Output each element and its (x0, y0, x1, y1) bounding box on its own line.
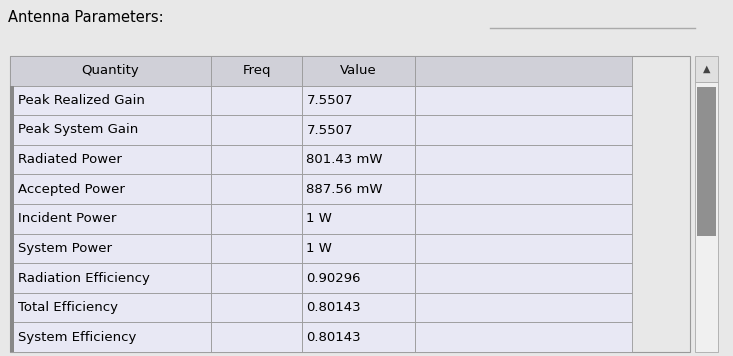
Bar (415, 323, 632, 352)
Bar (10, 234, 210, 263)
Text: 0.90296: 0.90296 (306, 272, 361, 284)
Text: Incident Power: Incident Power (18, 212, 117, 225)
Bar (303, 234, 415, 263)
Bar (10, 174, 14, 204)
Bar (10, 115, 14, 145)
Text: ▲: ▲ (703, 64, 710, 74)
Bar (210, 85, 303, 115)
Text: 801.43 mW: 801.43 mW (306, 153, 383, 166)
Bar (210, 145, 303, 174)
Text: 1 W: 1 W (306, 212, 332, 225)
Bar (303, 263, 415, 293)
Bar (695, 56, 718, 82)
Bar (10, 263, 210, 293)
Text: 7.5507: 7.5507 (306, 94, 353, 107)
Text: 7.5507: 7.5507 (306, 124, 353, 136)
Bar (415, 115, 632, 145)
Bar (210, 56, 303, 85)
Bar (210, 234, 303, 263)
Bar (10, 85, 210, 115)
Text: Radiation Efficiency: Radiation Efficiency (18, 272, 150, 284)
Bar (10, 263, 14, 293)
Text: Antenna Parameters:: Antenna Parameters: (8, 10, 163, 26)
Text: Value: Value (340, 64, 377, 77)
Bar (10, 293, 210, 323)
Bar (210, 293, 303, 323)
Text: Freq: Freq (242, 64, 270, 77)
Bar (10, 56, 690, 352)
Bar (415, 85, 632, 115)
Text: 887.56 mW: 887.56 mW (306, 183, 383, 196)
Bar (210, 204, 303, 234)
Text: 0.80143: 0.80143 (306, 301, 361, 314)
Bar (303, 56, 415, 85)
Text: 1 W: 1 W (306, 242, 332, 255)
Bar (210, 323, 303, 352)
Bar (303, 145, 415, 174)
Bar (303, 115, 415, 145)
Bar (10, 204, 14, 234)
Bar (10, 323, 210, 352)
Bar (415, 263, 632, 293)
Text: Peak System Gain: Peak System Gain (18, 124, 139, 136)
Text: System Power: System Power (18, 242, 112, 255)
Bar (10, 85, 14, 115)
Text: Radiated Power: Radiated Power (18, 153, 122, 166)
Bar (415, 234, 632, 263)
Bar (10, 293, 14, 323)
Bar (10, 115, 210, 145)
Bar (415, 293, 632, 323)
Bar (303, 293, 415, 323)
Bar (415, 174, 632, 204)
Bar (10, 234, 14, 263)
Bar (10, 56, 210, 85)
Bar (10, 145, 14, 174)
Text: System Efficiency: System Efficiency (18, 331, 136, 344)
Text: Quantity: Quantity (81, 64, 139, 77)
Bar (10, 145, 210, 174)
Bar (695, 82, 718, 352)
Text: Accepted Power: Accepted Power (18, 183, 125, 196)
Bar (697, 87, 716, 236)
Bar (303, 204, 415, 234)
Bar (303, 174, 415, 204)
Bar (10, 323, 14, 352)
Bar (303, 323, 415, 352)
Bar (210, 115, 303, 145)
Bar (415, 145, 632, 174)
Bar (210, 174, 303, 204)
Bar (415, 56, 632, 85)
Bar (10, 204, 210, 234)
Bar (303, 85, 415, 115)
Text: Peak Realized Gain: Peak Realized Gain (18, 94, 145, 107)
Text: 0.80143: 0.80143 (306, 331, 361, 344)
Bar (10, 174, 210, 204)
Text: Total Efficiency: Total Efficiency (18, 301, 118, 314)
Bar (210, 263, 303, 293)
Bar (415, 204, 632, 234)
